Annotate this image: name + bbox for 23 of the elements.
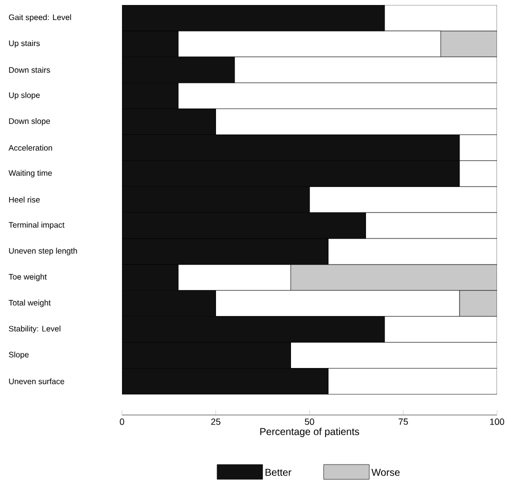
y-tick-label: Acceleration — [8, 144, 52, 151]
legend-label: Worse — [371, 468, 400, 476]
y-tick-label: Terminal impact — [8, 222, 64, 230]
y-tick-label: Slope — [8, 352, 29, 360]
y-tick-label: Total weight — [8, 300, 51, 308]
y-tick-label: Up slope — [9, 92, 40, 100]
y-tick-label: Up stairs — [9, 40, 40, 48]
legend-label: Better — [266, 468, 292, 476]
y-tick-label: Uneven step length — [9, 248, 77, 256]
x-tick-label: 25 — [211, 418, 220, 425]
y-tick-label: Down slope — [9, 118, 50, 126]
y-tick-label: Gait speed: Level — [8, 14, 71, 22]
x-tick-label: 75 — [398, 418, 408, 425]
y-tick-label: Toe weight — [8, 274, 47, 282]
y-tick-label: Heel rise — [9, 196, 40, 203]
y-tick-label: Waiting time — [8, 170, 52, 178]
y-tick-label: Uneven surface — [9, 378, 64, 384]
x-tick-label: 100 — [490, 418, 504, 425]
x-axis-title: Percentage of patients — [260, 428, 360, 438]
y-tick-label: Down stairs — [9, 66, 50, 73]
x-tick-label: 0 — [120, 418, 124, 425]
x-tick-label: 50 — [304, 418, 314, 425]
y-tick-label: Stability: Level — [8, 326, 60, 334]
